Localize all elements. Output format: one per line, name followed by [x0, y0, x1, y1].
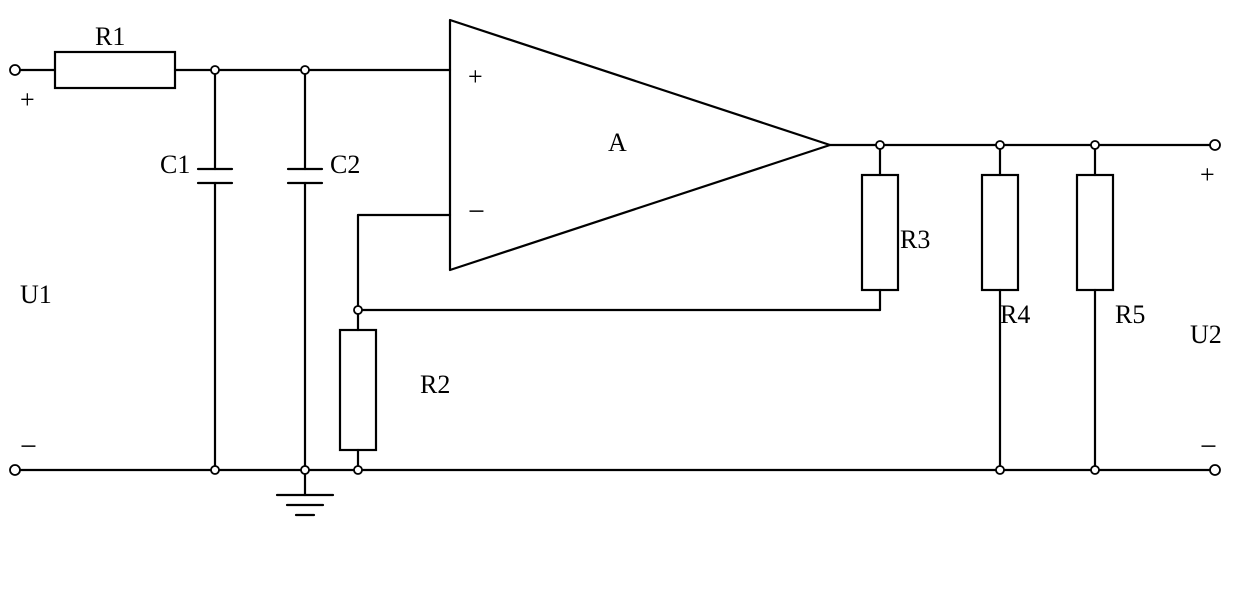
- label-minus-out: −: [1200, 430, 1217, 464]
- label-r3: R3: [900, 225, 930, 255]
- circuit-svg: [0, 0, 1240, 615]
- opamp-plus: +: [468, 62, 483, 92]
- label-u1: U1: [20, 280, 52, 310]
- label-r2: R2: [420, 370, 450, 400]
- label-minus-in: −: [20, 430, 37, 464]
- opamp-minus: −: [468, 195, 485, 229]
- label-r5: R5: [1115, 300, 1145, 330]
- label-r1: R1: [95, 22, 125, 52]
- label-plus-out: +: [1200, 160, 1215, 190]
- label-a: A: [608, 128, 627, 158]
- label-c1: C1: [160, 150, 190, 180]
- label-plus-in: +: [20, 85, 35, 115]
- label-c2: C2: [330, 150, 360, 180]
- label-u2: U2: [1190, 320, 1222, 350]
- label-r4: R4: [1000, 300, 1030, 330]
